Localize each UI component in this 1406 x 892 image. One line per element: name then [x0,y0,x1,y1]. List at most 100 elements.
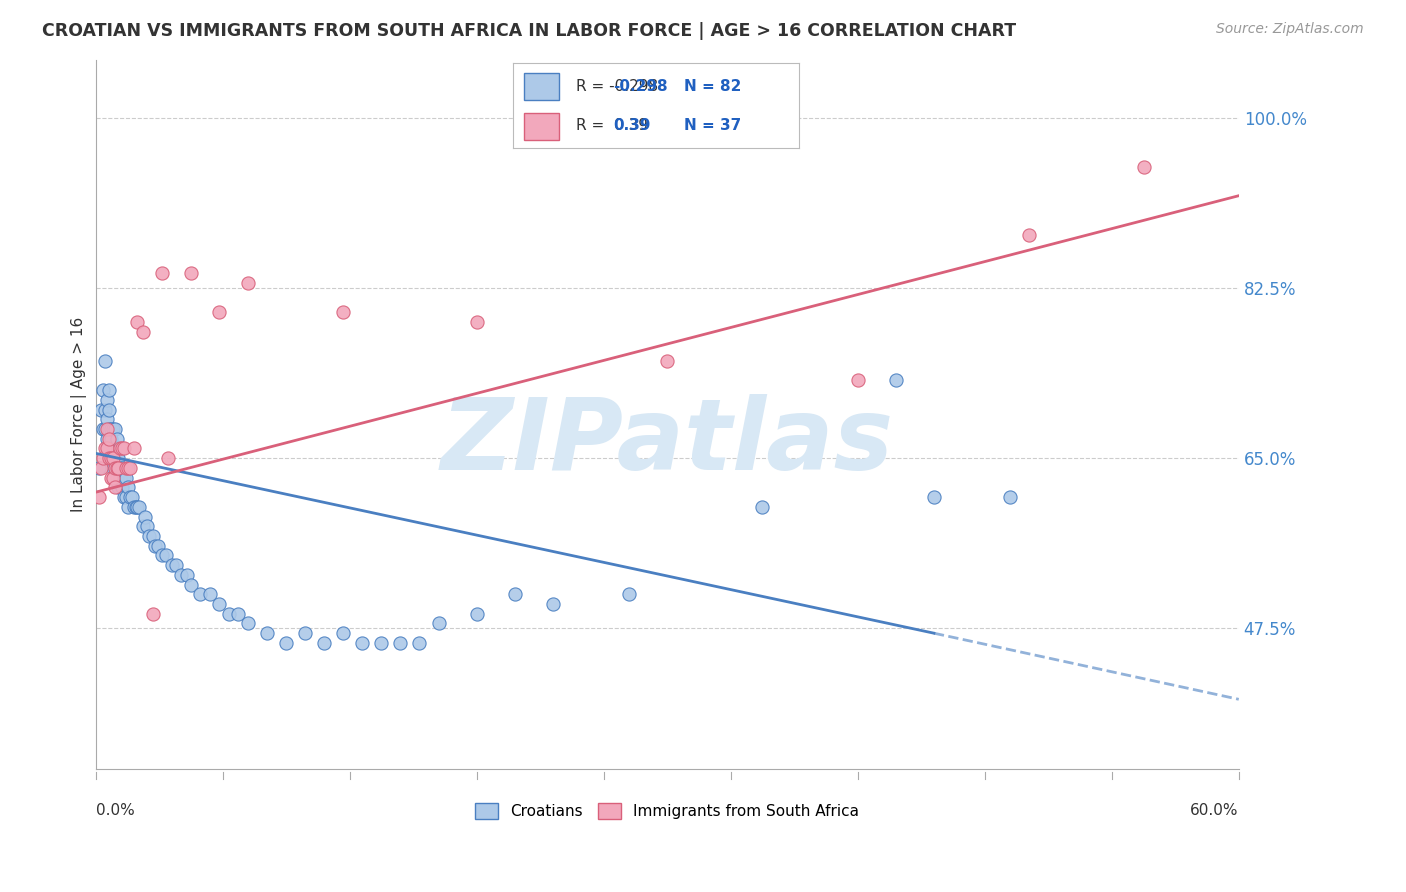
Text: ZIPatlas: ZIPatlas [440,394,894,491]
Point [236,276,259,290]
Point [110,461,132,475]
Point [352,636,374,650]
Point [127,315,149,329]
Point [370,636,392,650]
Point [134,509,156,524]
Point [100,432,122,446]
Point [751,500,773,514]
Point [104,461,127,475]
Point [97,442,120,456]
Point [100,451,122,466]
Point [142,529,165,543]
Point [107,461,129,475]
Point [94,442,117,456]
Point [90,402,112,417]
Point [96,422,118,436]
Point [236,616,259,631]
Point [111,480,134,494]
Point [91,422,114,436]
Point [96,432,118,446]
Point [101,451,124,466]
Point [165,558,187,573]
Point [132,325,155,339]
Point [107,451,129,466]
Point [118,461,141,475]
Point [884,373,907,387]
Point [180,267,202,281]
Point [132,519,155,533]
Point [465,607,488,621]
Point [427,616,450,631]
Point [617,587,640,601]
Point [104,422,127,436]
Point [100,470,122,484]
Y-axis label: In Labor Force | Age > 16: In Labor Force | Age > 16 [72,317,87,512]
Point [107,480,129,494]
Point [389,636,412,650]
Point [138,529,160,543]
Point [1132,160,1154,174]
Point [100,422,122,436]
Point [111,461,134,475]
Point [94,354,117,368]
Point [208,305,231,319]
Point [112,442,135,456]
Point [117,500,139,514]
Point [160,558,183,573]
Point [96,442,118,456]
Text: 0.0%: 0.0% [96,804,135,818]
Point [503,587,526,601]
Point [408,636,430,650]
Point [228,607,250,621]
Point [332,626,354,640]
Point [150,549,173,563]
Point [101,442,124,456]
Point [121,490,143,504]
Point [96,392,118,407]
Point [115,461,138,475]
Point [105,432,128,446]
Point [96,412,118,426]
Point [89,490,111,504]
Point [101,422,124,436]
Text: CROATIAN VS IMMIGRANTS FROM SOUTH AFRICA IN LABOR FORCE | AGE > 16 CORRELATION C: CROATIAN VS IMMIGRANTS FROM SOUTH AFRICA… [42,22,1017,40]
Point [998,490,1021,504]
Point [94,402,117,417]
Point [105,451,128,466]
Point [122,500,145,514]
Point [91,451,114,466]
Point [90,461,112,475]
Point [122,442,145,456]
Point [142,607,165,621]
Point [180,577,202,591]
Point [105,470,128,484]
Point [111,442,134,456]
Point [89,461,111,475]
Legend: Croatians, Immigrants from South Africa: Croatians, Immigrants from South Africa [470,797,865,825]
Point [156,451,179,466]
Point [97,432,120,446]
Point [170,567,193,582]
Point [100,451,122,466]
Point [97,383,120,397]
Point [91,383,114,397]
Point [104,461,127,475]
Point [294,626,316,640]
Point [110,442,132,456]
Point [101,470,124,484]
Point [541,597,564,611]
Text: 60.0%: 60.0% [1191,804,1239,818]
Point [148,539,170,553]
Point [105,461,128,475]
Point [112,470,135,484]
Point [274,636,297,650]
Point [128,500,150,514]
Point [97,402,120,417]
Point [143,539,166,553]
Point [117,461,139,475]
Point [465,315,488,329]
Point [155,549,177,563]
Point [208,597,231,611]
Point [922,490,945,504]
Point [332,305,354,319]
